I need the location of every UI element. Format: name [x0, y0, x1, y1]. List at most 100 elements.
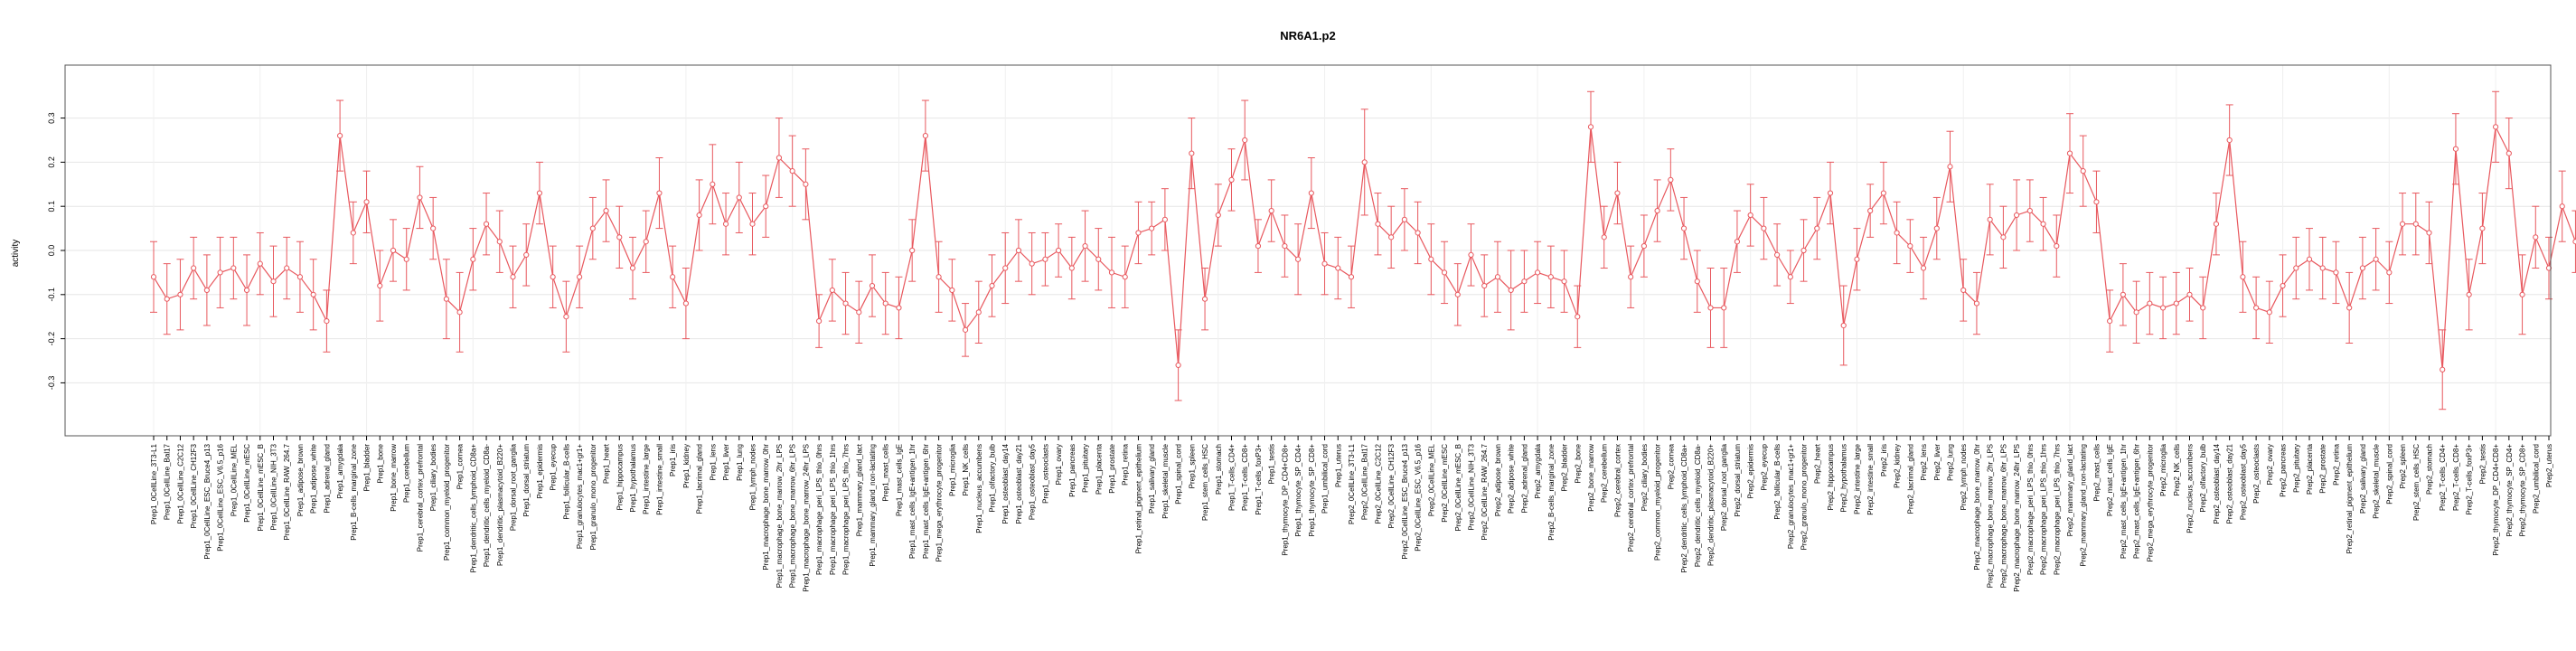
x-tick-label-87: Prep1_thymocyte_SP_CD8+: [1308, 444, 1316, 537]
data-point-153: [2186, 291, 2193, 297]
x-tick-label-140: Prep2_macrophage_bone_marrow_24hr_LPS: [2013, 444, 2021, 592]
data-point-24: [470, 256, 476, 262]
x-tick-label-39: Prep1_iris: [669, 444, 677, 476]
data-point-9: [270, 278, 277, 285]
x-tick-label-42: Prep1_lens: [709, 444, 717, 480]
x-tick-label-50: Prep1_macrophage_peri_LPS_thio_0hrs: [815, 444, 823, 575]
data-point-142: [2040, 221, 2046, 227]
x-tick-label-119: Prep2_dorsal_striatum: [1734, 444, 1742, 517]
data-point-50: [816, 317, 823, 325]
data-point-159: [2266, 309, 2272, 316]
data-point-18: [390, 247, 397, 254]
data-point-88: [1321, 260, 1328, 267]
x-tick-label-103: Prep2_adrenal_gland: [1520, 444, 1528, 514]
x-tick-label-12: Prep1_adipose_white: [310, 443, 318, 513]
x-tick-label-18: Prep1_bone_marrow: [390, 444, 398, 512]
data-point-104: [1535, 269, 1541, 276]
data-point-99: [1468, 251, 1474, 258]
x-tick-label-127: Prep2_hypothalamus: [1840, 444, 1848, 513]
data-point-114: [1668, 176, 1674, 184]
x-tick-label-8: Prep1_0CellLine_mESC_B: [257, 444, 265, 532]
data-point-23: [456, 309, 463, 316]
x-tick-label-162: Prep2_placenta: [2306, 443, 2314, 495]
x-tick-label-108: Prep2_bone_marrow: [1587, 444, 1595, 512]
data-point-32: [577, 274, 583, 280]
x-tick-label-142: Prep2_macrophage_peri_LPS_thio_1hrs: [2040, 444, 2048, 575]
x-tick-label-55: Prep1_mast_cells: [882, 444, 890, 502]
data-point-5: [217, 269, 223, 276]
x-tick-label-67: Prep1_osteoclasts: [1041, 444, 1049, 504]
data-point-172: [2440, 366, 2446, 373]
x-tick-label-68: Prep1_ovary: [1055, 444, 1063, 485]
data-point-52: [842, 300, 849, 307]
data-point-26: [496, 239, 503, 245]
data-point-127: [1840, 322, 1847, 329]
x-tick-label-158: Prep2_osteoclasts: [2252, 444, 2261, 504]
x-tick-label-152: Prep2_NK_cells: [2173, 444, 2181, 495]
data-point-162: [2306, 256, 2313, 262]
data-point-112: [1641, 243, 1647, 250]
x-tick-label-90: Prep2_0CellLine_3T3-L1: [1348, 443, 1356, 524]
x-tick-label-57: Prep1_mast_cells_IgE+antigen_1hr: [908, 444, 917, 559]
data-point-160: [2280, 282, 2286, 289]
x-tick-label-5: Prep1_0CellLine_ESC_V6.5_p16: [217, 443, 225, 551]
x-tick-label-175: Prep2_testis: [2478, 444, 2487, 484]
x-tick-label-173: Prep2_T-cells_CD8+: [2452, 444, 2460, 511]
x-tick-label-44: Prep1_lung: [736, 444, 744, 481]
data-point-86: [1295, 256, 1302, 262]
data-point-96: [1428, 256, 1434, 262]
data-point-48: [789, 168, 795, 175]
x-tick-label-126: Prep2_hippocampus: [1827, 444, 1835, 510]
grid-lines: [65, 65, 2551, 436]
series-line: [153, 125, 2576, 370]
x-tick-label-59: Prep1_mega_erythrocyte_progenitor: [935, 444, 944, 562]
x-tick-label-141: Prep2_macrophage_peri_LPS_thio_0hrs: [2026, 444, 2035, 575]
data-point-40: [682, 300, 689, 307]
data-point-131: [1894, 230, 1900, 236]
data-point-181: [2559, 203, 2565, 210]
data-point-6: [230, 265, 237, 271]
x-tick-label-159: Prep2_ovary: [2266, 444, 2274, 485]
x-tick-label-176: Prep2_thymocyte_DP_CD4+CD8+: [2492, 444, 2500, 556]
x-tick-label-29: Prep1_epidermis: [536, 444, 544, 498]
x-tick-label-49: Prep1_macrophage_bone_marrow_24hr_LPS: [802, 444, 810, 592]
data-point-79: [1201, 296, 1208, 302]
data-point-115: [1680, 225, 1688, 231]
x-tick-label-31: Prep1_follicular_B-cells: [562, 444, 570, 520]
data-point-89: [1335, 265, 1341, 271]
x-tick-label-0: Prep1_0CellLine_3T3-L1: [150, 443, 158, 524]
data-point-60: [949, 287, 955, 294]
data-point-1: [164, 296, 170, 302]
x-tick-label-51: Prep1_macrophage_peri_LPS_thio_1hrs: [829, 444, 837, 575]
data-point-59: [935, 274, 942, 280]
x-tick-label-165: Prep2_retinal_pigment_epithelium: [2346, 444, 2354, 554]
x-tick-label-163: Prep2_prostate: [2319, 443, 2327, 493]
data-point-19: [403, 256, 409, 262]
y-axis-label: activity: [11, 240, 21, 268]
data-point-15: [350, 230, 356, 236]
data-point-14: [337, 132, 343, 139]
x-tick-label-83: Prep1_T-cells_foxP3+: [1255, 444, 1263, 515]
x-tick-label-135: Prep2_lung: [1947, 444, 1955, 481]
data-point-74: [1135, 230, 1142, 236]
data-point-49: [803, 181, 809, 187]
data-point-106: [1561, 278, 1567, 285]
x-tick-label-19: Prep1_cerebellum: [403, 444, 411, 503]
x-tick-label-129: Prep2_intestine_small: [1866, 444, 1875, 515]
data-point-69: [1068, 265, 1075, 271]
data-point-171: [2426, 230, 2432, 236]
data-point-61: [962, 326, 969, 333]
data-point-133: [1920, 265, 1927, 271]
x-tick-label-98: Prep2_0CellLine_mESC_B: [1454, 444, 1462, 532]
data-point-121: [1761, 225, 1767, 231]
data-point-154: [2200, 305, 2206, 311]
data-point-123: [1787, 274, 1793, 280]
x-tick-label-151: Prep2_microglia: [2159, 443, 2167, 495]
x-tick-label-180: Prep2_uterus: [2545, 444, 2553, 487]
x-tick-label-156: Prep2_osteoblast_day21: [2226, 443, 2234, 524]
x-tick-label-64: Prep1_osteoblast_day14: [1001, 443, 1010, 524]
x-tick-label-20: Prep1_cerebral_cortex_prefrontal: [416, 444, 424, 552]
x-tick-label-35: Prep1_hippocampus: [616, 444, 624, 510]
data-point-21: [430, 225, 437, 231]
data-point-66: [1029, 260, 1035, 267]
